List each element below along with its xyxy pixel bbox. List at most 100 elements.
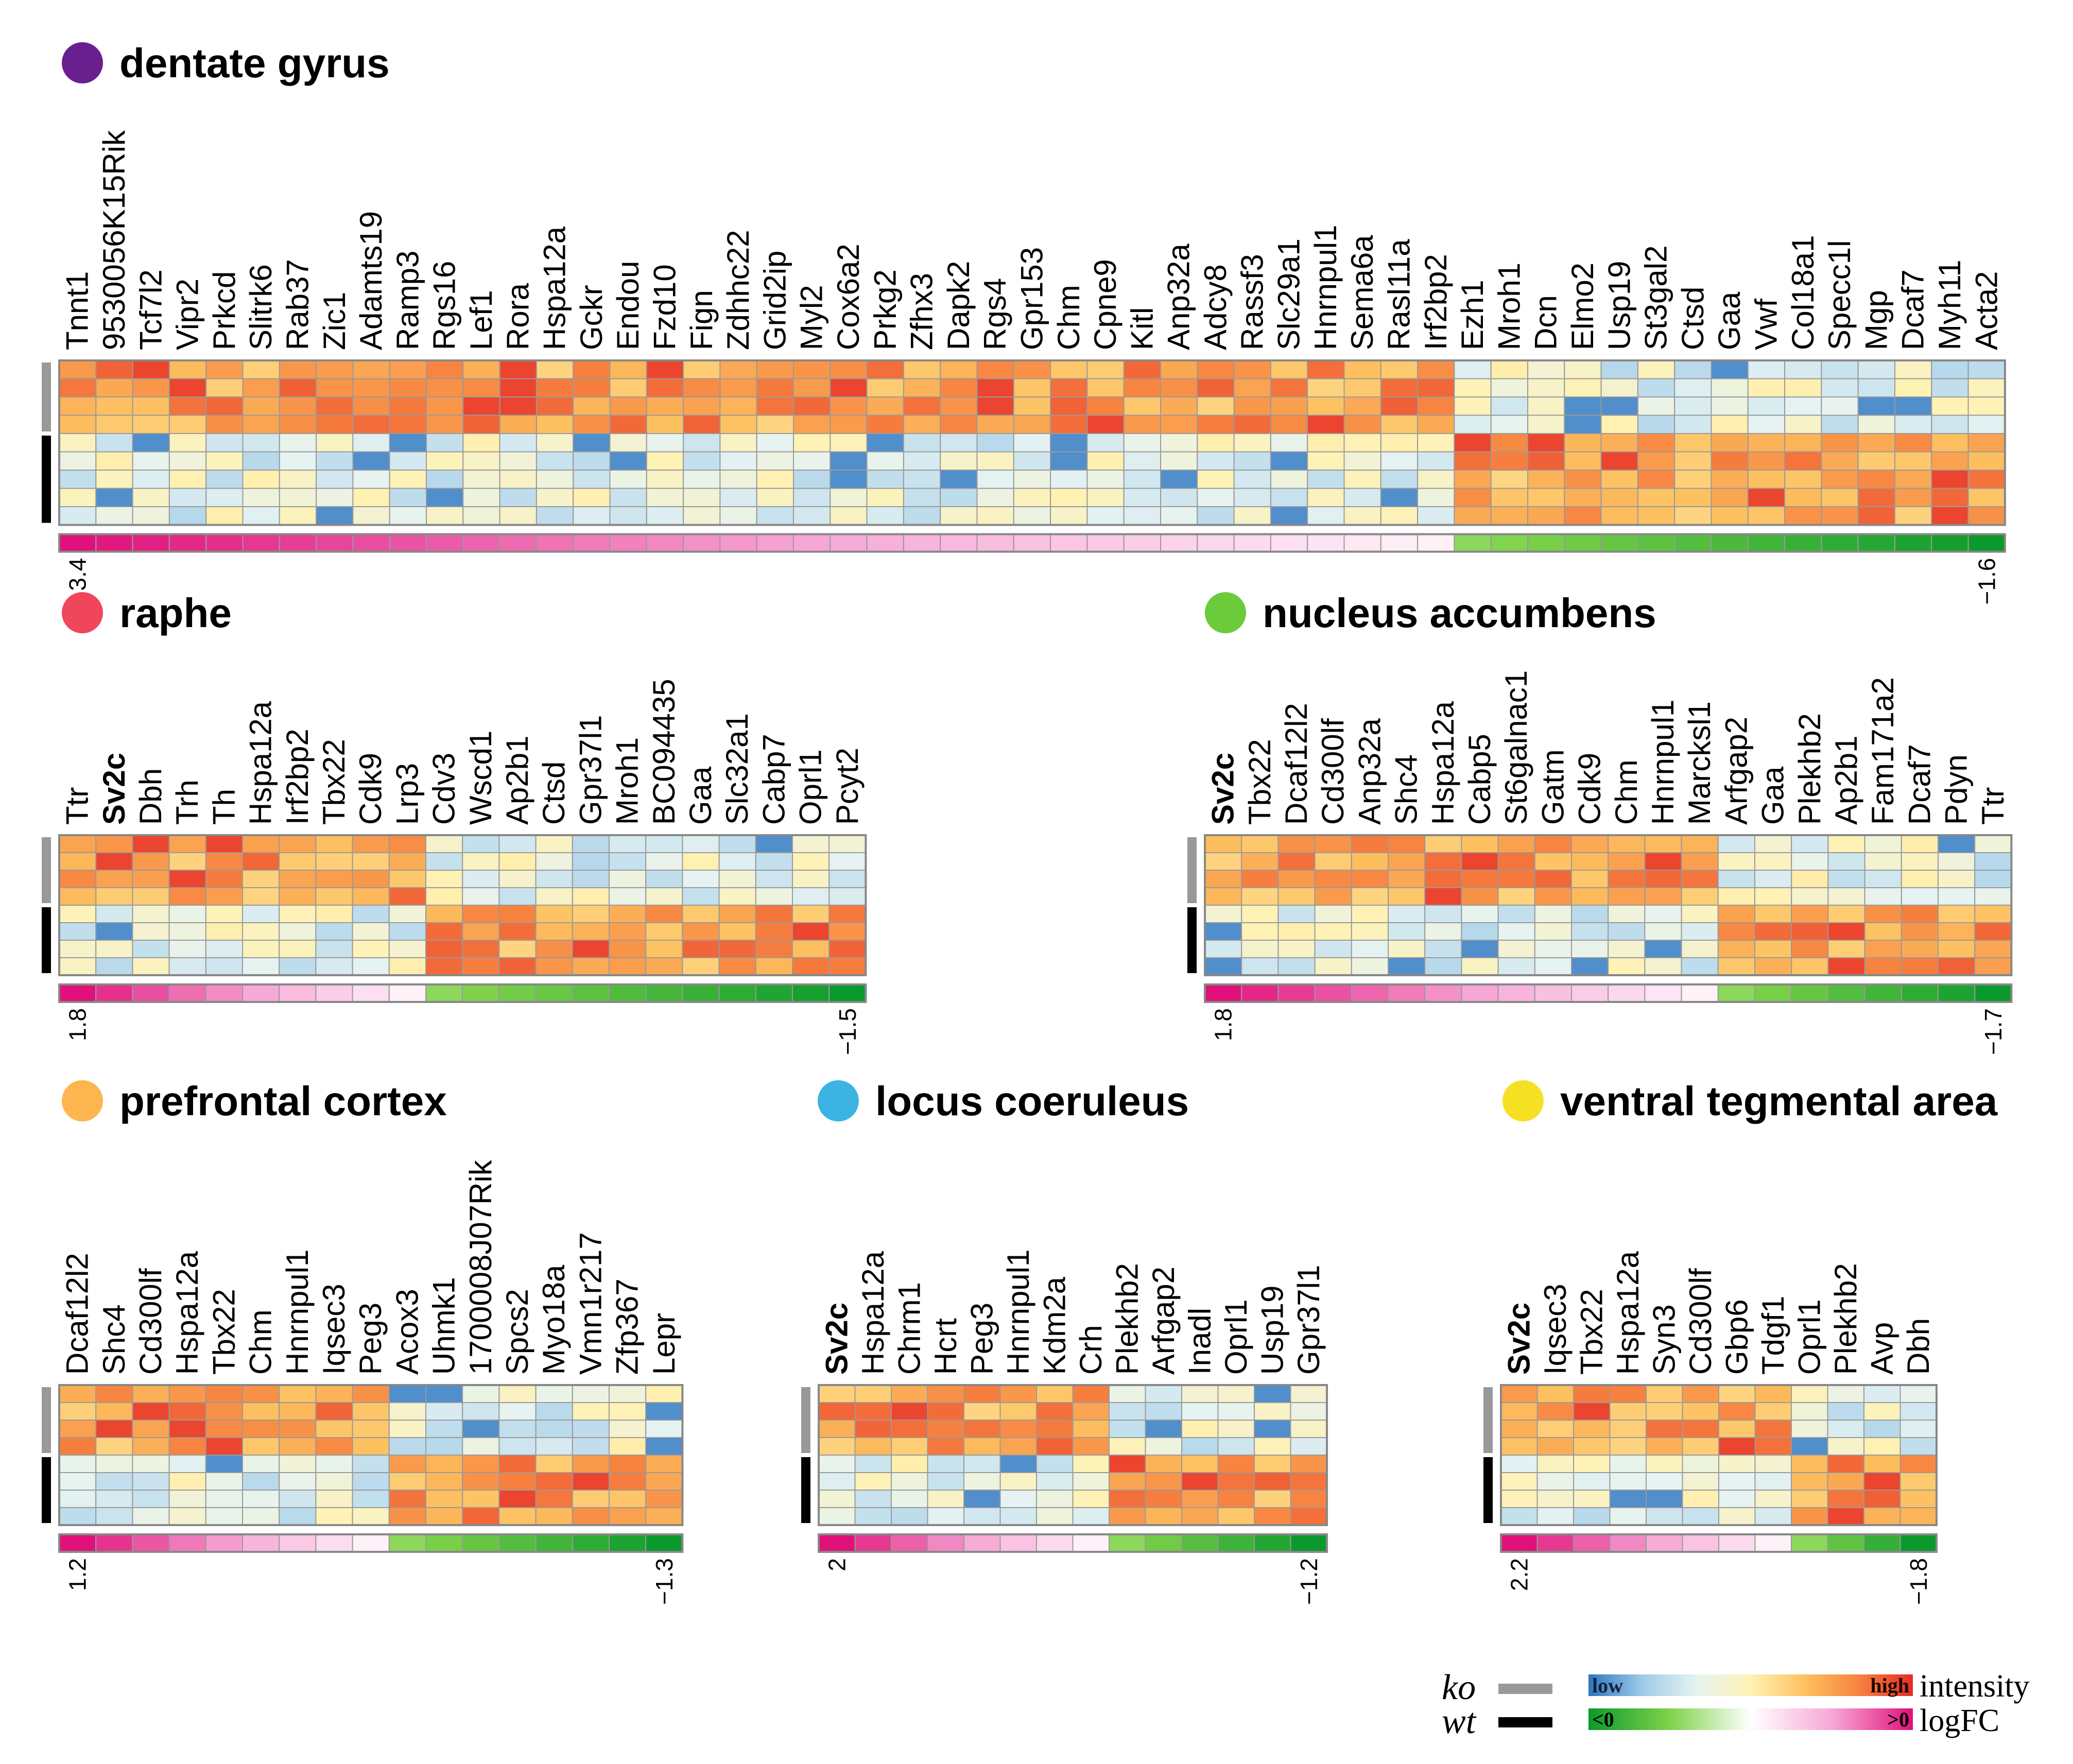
heatmap-cell (1967, 378, 2006, 397)
heatmap-cell (1711, 360, 1749, 379)
heatmap-cell (1181, 1385, 1219, 1403)
heatmap-cell (645, 905, 683, 923)
logfc-cell (426, 533, 464, 552)
heatmap-cell (315, 1385, 353, 1403)
heatmap-cell (59, 905, 97, 923)
heatmap-cell (1894, 451, 1932, 471)
heatmap-cell (903, 396, 941, 416)
heatmap-cell (1718, 1490, 1756, 1508)
heatmap-cell (1637, 506, 1675, 526)
heatmap-cell (352, 1507, 390, 1526)
heatmap-cell (498, 1455, 537, 1473)
heatmap-cell (1270, 433, 1308, 453)
heatmap-cell (1454, 433, 1492, 453)
heatmap-cell (132, 451, 170, 471)
heatmap-cell (1307, 360, 1345, 379)
heatmap-cell (609, 506, 647, 526)
heatmap-cell (1637, 470, 1675, 489)
logfc-cell (755, 984, 793, 1002)
heatmap-cell (1343, 414, 1381, 434)
heatmap-cell (388, 1402, 426, 1421)
heatmap-cell (1974, 835, 2012, 853)
gene-label: Gaa (1712, 291, 1747, 350)
heatmap-cell (242, 940, 280, 958)
logfc-cell (352, 984, 390, 1002)
heatmap-cell (425, 957, 463, 976)
group-bar-ko (1483, 1387, 1493, 1453)
heatmap-cell (830, 360, 868, 379)
heatmap-cell (498, 835, 537, 853)
heatmap-cell (830, 470, 868, 489)
heatmap-cell (1646, 1437, 1683, 1456)
heatmap-cell (1901, 940, 1939, 958)
heatmap-cell (498, 1420, 537, 1438)
heatmap-cell (683, 433, 721, 453)
heatmap-cell (572, 1507, 610, 1526)
logfc-cell (1571, 984, 1609, 1002)
heatmap-cell (828, 852, 867, 871)
panel-title: nucleus accumbens (1263, 590, 1656, 636)
gene-label: Shc4 (1389, 754, 1424, 825)
heatmap-cell (279, 905, 317, 923)
heatmap-cell (1181, 1455, 1219, 1473)
heatmap-cell (1270, 506, 1308, 526)
heatmap-cell (1857, 506, 1895, 526)
heatmap-cell (1204, 940, 1242, 958)
heatmap-cell (976, 433, 1014, 453)
heatmap-cell (1857, 470, 1895, 489)
logfc-cell (205, 984, 243, 1002)
heatmap-cell (242, 1402, 280, 1421)
heatmap-cell (1864, 870, 1902, 888)
heatmap-cell (1821, 396, 1859, 416)
heatmap-cell (352, 470, 390, 489)
heatmap-cell (1380, 506, 1419, 526)
gene-label: Hnrnpul1 (1308, 225, 1343, 351)
heatmap-cell (1821, 360, 1859, 379)
heatmap-cell (1791, 1490, 1828, 1508)
heatmap-cell (315, 887, 353, 906)
heatmap-cell (866, 378, 904, 397)
heatmap-cell (1974, 905, 2012, 923)
heatmap-cell (95, 940, 133, 958)
gene-label: Sema6a (1345, 235, 1379, 350)
heatmap-cell (388, 852, 426, 871)
heatmap-cell (1573, 1420, 1611, 1438)
heatmap-cell (828, 887, 867, 906)
logfc-cell (1343, 533, 1381, 552)
logfc-cell (940, 533, 978, 552)
heatmap-cell (242, 1385, 280, 1403)
heatmap-cell (315, 1437, 353, 1456)
heatmap-cell (1536, 1507, 1574, 1526)
heatmap-cell (719, 470, 757, 489)
heatmap-cell (462, 887, 500, 906)
heatmap-cell (646, 470, 684, 489)
heatmap-cell (756, 506, 794, 526)
heatmap-cell (1086, 360, 1125, 379)
heatmap-cell (1681, 835, 1719, 853)
heatmap-cell (755, 852, 793, 871)
heatmap-cell (1711, 506, 1749, 526)
heatmap-cell (1711, 451, 1749, 471)
gene-label: Avp (1864, 1322, 1899, 1375)
logfc-cell (1901, 984, 1939, 1002)
heatmap-cell (1072, 1472, 1110, 1491)
logfc-cell (1050, 533, 1088, 552)
heatmap-cell (352, 870, 390, 888)
heatmap-cell (279, 852, 317, 871)
heatmap-cell (279, 957, 317, 976)
heatmap-cell (1821, 470, 1859, 489)
gene-label: Endou (611, 261, 645, 351)
heatmap-cell (976, 378, 1014, 397)
logfc-cell (242, 1534, 280, 1552)
gene-label: Irf2bp2 (1419, 254, 1453, 350)
heatmap-cell (1711, 433, 1749, 453)
heatmap-cell (352, 957, 390, 976)
heatmap-cell (830, 378, 868, 397)
heatmap-cell (818, 1420, 856, 1438)
heatmap-cell (1123, 414, 1161, 434)
heatmap-cell (1454, 470, 1492, 489)
heatmap-cell (1609, 1420, 1647, 1438)
heatmap-cell (963, 1420, 1001, 1438)
heatmap-cell (168, 1420, 206, 1438)
